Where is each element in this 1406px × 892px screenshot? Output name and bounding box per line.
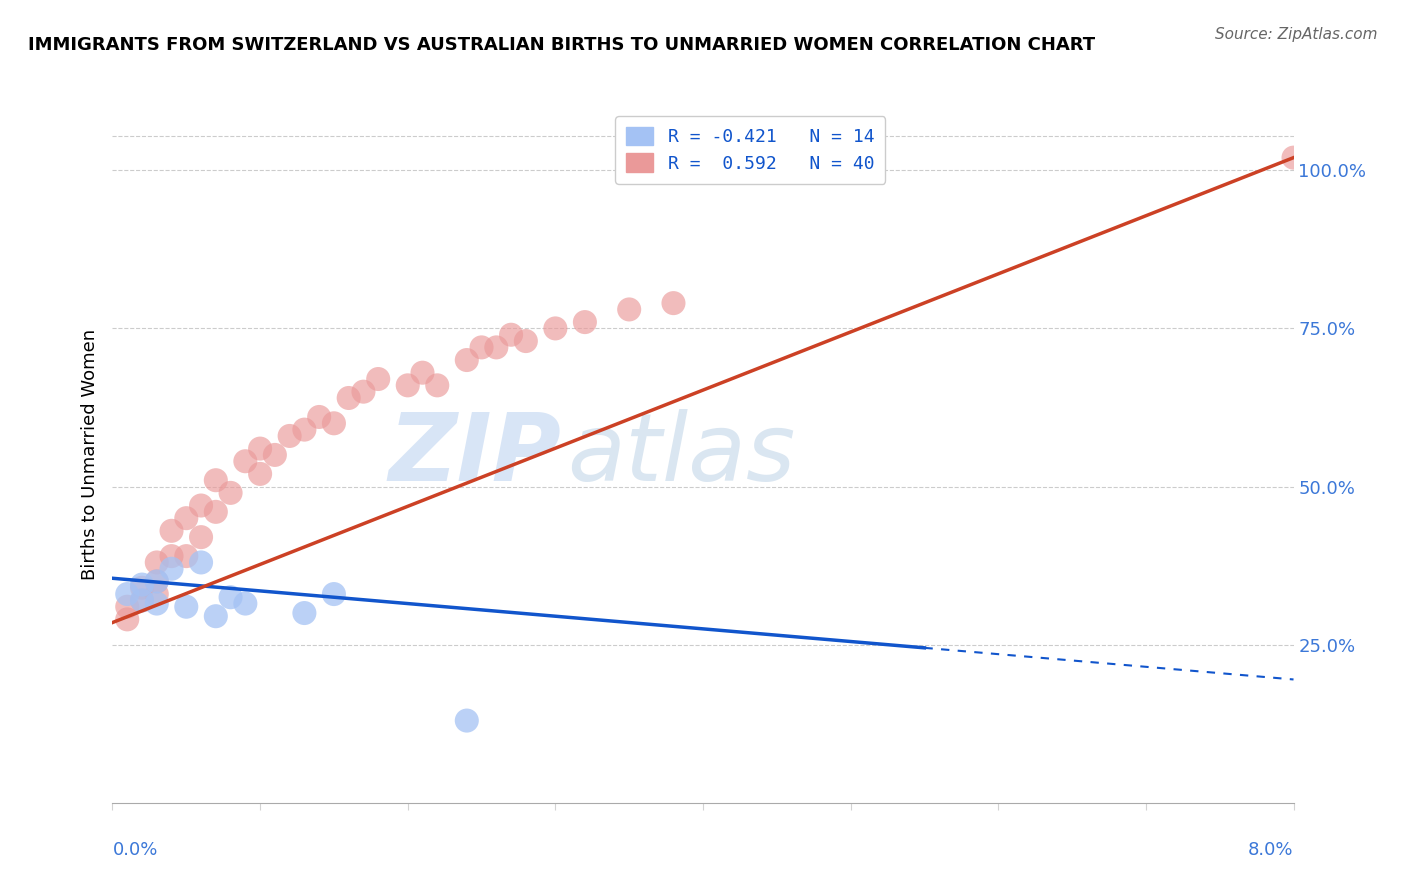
Point	[174, 599, 197, 614]
Text: Source: ZipAtlas.com: Source: ZipAtlas.com	[1215, 27, 1378, 42]
Text: ZIP: ZIP	[388, 409, 561, 501]
Point	[131, 593, 153, 607]
Point	[456, 714, 478, 728]
Point	[249, 467, 271, 481]
Point	[352, 384, 374, 399]
Point	[337, 391, 360, 405]
Point	[190, 499, 212, 513]
Text: atlas: atlas	[567, 409, 796, 500]
Point	[160, 562, 183, 576]
Y-axis label: Births to Unmarried Women: Births to Unmarried Women	[80, 329, 98, 581]
Point	[396, 378, 419, 392]
Point	[205, 505, 228, 519]
Point	[308, 409, 330, 424]
Point	[160, 549, 183, 563]
Point	[146, 587, 169, 601]
Point	[544, 321, 567, 335]
Text: IMMIGRANTS FROM SWITZERLAND VS AUSTRALIAN BIRTHS TO UNMARRIED WOMEN CORRELATION : IMMIGRANTS FROM SWITZERLAND VS AUSTRALIA…	[28, 36, 1095, 54]
Point	[131, 581, 153, 595]
Point	[323, 587, 346, 601]
Point	[323, 417, 346, 431]
Point	[146, 597, 169, 611]
Point	[205, 473, 228, 487]
Point	[190, 556, 212, 570]
Point	[278, 429, 301, 443]
Point	[456, 353, 478, 368]
Point	[174, 549, 197, 563]
Point	[249, 442, 271, 456]
Point	[264, 448, 287, 462]
Point	[117, 587, 138, 601]
Point	[619, 302, 641, 317]
Point	[117, 612, 138, 626]
Point	[233, 597, 256, 611]
Point	[662, 296, 685, 310]
Point	[146, 574, 169, 589]
Point	[160, 524, 183, 538]
Point	[574, 315, 596, 329]
Point	[190, 530, 212, 544]
Point	[146, 574, 169, 589]
Legend: R = -0.421   N = 14, R =  0.592   N = 40: R = -0.421 N = 14, R = 0.592 N = 40	[616, 116, 886, 184]
Point	[117, 599, 138, 614]
Point	[131, 577, 153, 591]
Point	[1282, 151, 1305, 165]
Point	[146, 556, 169, 570]
Point	[219, 486, 242, 500]
Point	[471, 340, 494, 354]
Point	[485, 340, 508, 354]
Text: 8.0%: 8.0%	[1249, 841, 1294, 859]
Point	[292, 423, 315, 437]
Point	[131, 593, 153, 607]
Point	[292, 606, 315, 620]
Point	[205, 609, 228, 624]
Point	[367, 372, 389, 386]
Text: 0.0%: 0.0%	[112, 841, 157, 859]
Point	[233, 454, 256, 468]
Point	[501, 327, 523, 342]
Point	[412, 366, 434, 380]
Point	[174, 511, 197, 525]
Point	[219, 591, 242, 605]
Point	[426, 378, 449, 392]
Point	[515, 334, 537, 348]
